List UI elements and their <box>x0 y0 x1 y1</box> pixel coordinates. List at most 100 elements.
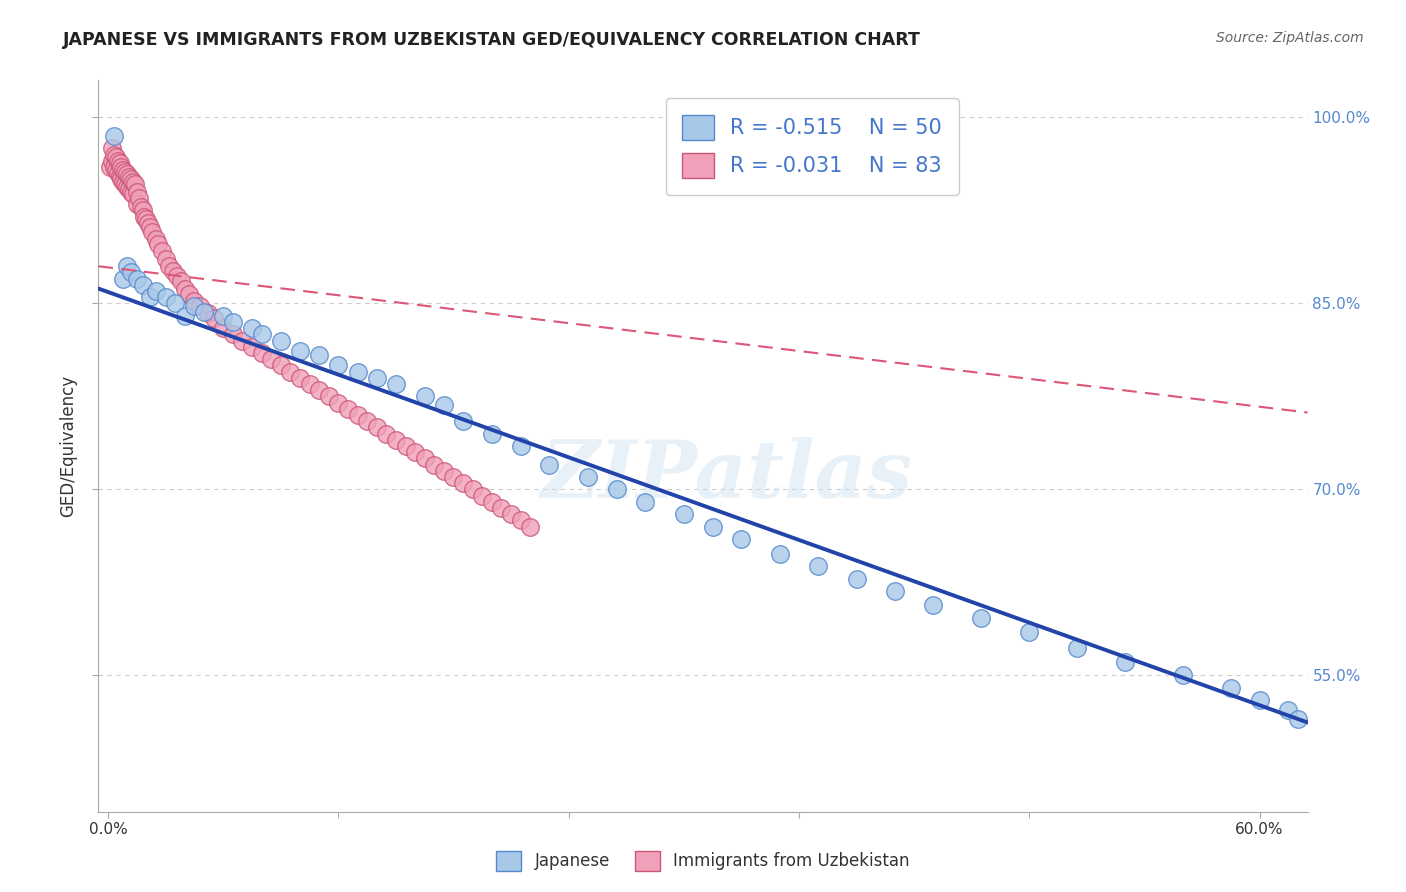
Point <box>120 185 142 199</box>
Point <box>308 349 330 363</box>
Point <box>884 584 907 599</box>
Point <box>1114 655 1136 669</box>
Point <box>423 458 446 472</box>
Point <box>108 169 131 183</box>
Point <box>141 225 163 239</box>
Point <box>481 426 503 441</box>
Point <box>202 311 225 326</box>
Point <box>166 269 188 284</box>
Point <box>366 420 388 434</box>
Point <box>183 293 205 308</box>
Point <box>107 153 129 168</box>
Point <box>509 439 531 453</box>
Point <box>250 346 273 360</box>
Point <box>519 519 541 533</box>
Point <box>128 191 150 205</box>
Point <box>538 458 561 472</box>
Point <box>125 197 148 211</box>
Point <box>443 470 465 484</box>
Point <box>114 165 136 179</box>
Point <box>433 464 456 478</box>
Point <box>270 359 292 373</box>
Point <box>98 160 121 174</box>
Point <box>576 470 599 484</box>
Point <box>146 236 169 251</box>
Point <box>509 513 531 527</box>
Point <box>177 286 200 301</box>
Point <box>118 169 141 184</box>
Point <box>104 150 127 164</box>
Point <box>499 507 522 521</box>
Point <box>173 309 195 323</box>
Point <box>134 210 156 224</box>
Point <box>280 365 302 379</box>
Point <box>139 290 162 304</box>
Point <box>471 489 494 503</box>
Point <box>101 153 124 168</box>
Point <box>110 172 132 186</box>
Point <box>1171 668 1194 682</box>
Legend: R = -0.515    N = 50, R = -0.031    N = 83: R = -0.515 N = 50, R = -0.031 N = 83 <box>665 98 959 194</box>
Point <box>318 389 340 403</box>
Point <box>1249 693 1271 707</box>
Point <box>193 305 215 319</box>
Y-axis label: GED/Equivalency: GED/Equivalency <box>59 375 77 517</box>
Point <box>162 264 184 278</box>
Point <box>491 500 513 515</box>
Point <box>346 408 368 422</box>
Point <box>260 352 283 367</box>
Point <box>129 200 152 214</box>
Point <box>112 175 135 189</box>
Point <box>115 168 138 182</box>
Point <box>103 160 125 174</box>
Point <box>328 395 350 409</box>
Point <box>240 321 263 335</box>
Point <box>135 212 157 227</box>
Point <box>606 483 628 497</box>
Point <box>155 252 177 266</box>
Point <box>150 244 173 259</box>
Point <box>385 377 408 392</box>
Point <box>1277 703 1299 717</box>
Point <box>115 259 138 273</box>
Point <box>481 495 503 509</box>
Text: ZIPatlas: ZIPatlas <box>541 436 914 514</box>
Point <box>122 187 145 202</box>
Point <box>114 178 136 192</box>
Point <box>139 219 162 234</box>
Point <box>125 271 148 285</box>
Point <box>159 259 181 273</box>
Point <box>170 274 193 288</box>
Point <box>413 389 436 403</box>
Point <box>845 572 868 586</box>
Point <box>346 365 368 379</box>
Point <box>451 476 474 491</box>
Point <box>212 309 235 323</box>
Point <box>769 547 792 561</box>
Point <box>634 495 657 509</box>
Point <box>433 398 456 412</box>
Point <box>231 334 253 348</box>
Point <box>120 265 142 279</box>
Point <box>107 166 129 180</box>
Point <box>122 175 145 189</box>
Legend: Japanese, Immigrants from Uzbekistan: Japanese, Immigrants from Uzbekistan <box>488 842 918 880</box>
Point <box>1018 624 1040 639</box>
Point <box>385 433 408 447</box>
Point <box>288 343 311 358</box>
Point <box>394 439 416 453</box>
Point <box>702 519 724 533</box>
Point <box>120 172 142 186</box>
Point <box>110 160 132 174</box>
Point <box>212 321 235 335</box>
Point <box>328 359 350 373</box>
Point <box>112 162 135 177</box>
Point <box>672 507 695 521</box>
Point <box>188 299 211 313</box>
Point <box>288 371 311 385</box>
Point <box>298 377 321 392</box>
Text: Source: ZipAtlas.com: Source: ZipAtlas.com <box>1216 31 1364 45</box>
Point <box>112 271 135 285</box>
Point <box>104 162 127 177</box>
Point <box>1286 712 1309 726</box>
